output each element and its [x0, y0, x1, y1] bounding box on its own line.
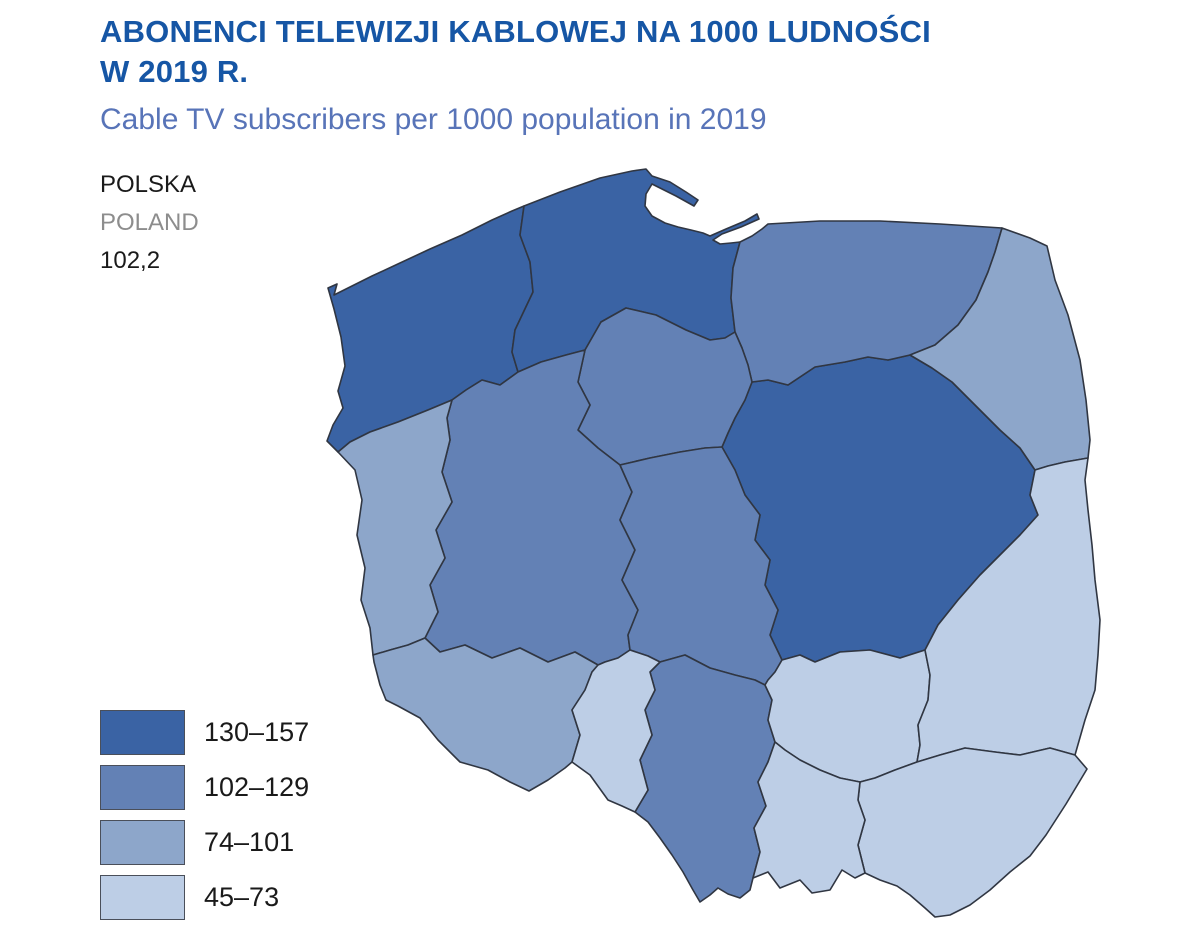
- country-name-pl: POLSKA: [100, 171, 197, 198]
- region-malopolskie: [752, 741, 866, 894]
- legend-swatch-class-3: [100, 820, 185, 865]
- legend-swatch-class-2: [100, 765, 185, 810]
- region-slaskie: [634, 654, 776, 903]
- header: ABONENCI TELEWIZJI KABLOWEJ NA 1000 LUDN…: [100, 12, 1160, 138]
- region-podkarpackie: [857, 747, 1088, 918]
- legend-row: 45–73: [100, 875, 309, 920]
- legend-swatch-class-1: [100, 710, 185, 755]
- legend-swatch-class-4: [100, 875, 185, 920]
- title-line-1: ABONENCI TELEWIZJI KABLOWEJ NA 1000 LUDN…: [100, 14, 931, 49]
- country-name-en: POLAND: [100, 209, 199, 236]
- page-subtitle: Cable TV subscribers per 1000 population…: [100, 103, 767, 136]
- legend-label-class-2: 102–129: [204, 772, 310, 802]
- country-summary: POLSKA POLAND 102,2: [100, 166, 199, 280]
- legend-row: 102–129: [100, 765, 309, 810]
- legend: 130–157 102–129 74–101 45–73: [100, 710, 309, 920]
- legend-label-class-1: 130–157: [204, 717, 310, 747]
- legend-label-class-3: 74–101: [204, 827, 295, 857]
- legend-row: 74–101: [100, 820, 309, 865]
- page-title: ABONENCI TELEWIZJI KABLOWEJ NA 1000 LUDN…: [100, 12, 1160, 92]
- title-line-2: W 2019 R.: [100, 54, 249, 89]
- country-value: 102,2: [100, 247, 161, 274]
- region-lubuskie: [337, 399, 453, 656]
- region-podlaskie: [909, 227, 1091, 471]
- legend-row: 130–157: [100, 710, 309, 755]
- region-opolskie: [571, 649, 661, 813]
- legend-label-class-4: 45–73: [204, 882, 280, 912]
- region-dolnoslaskie: [372, 637, 599, 792]
